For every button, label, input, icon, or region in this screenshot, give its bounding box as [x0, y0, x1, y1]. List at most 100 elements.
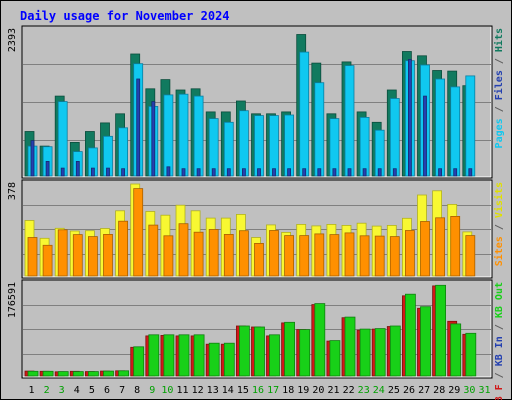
bar-kb-out-day-17	[269, 334, 280, 377]
x-tick-label-day-15: 15	[237, 385, 249, 396]
bar-pages-day-4	[75, 160, 80, 177]
x-tick-label-day-4: 4	[74, 385, 80, 396]
x-tick-label-day-19: 19	[297, 385, 309, 396]
x-tick-label-day-9: 9	[149, 385, 155, 396]
bar-kb-out-day-20	[314, 303, 326, 377]
legend-hits-files-pages: Pages / Files / Hits	[493, 28, 505, 148]
bar-kb-out-day-1	[27, 370, 39, 377]
x-tick-label-day-21: 21	[327, 385, 339, 396]
bar-sites-day-5	[88, 236, 98, 277]
legend-segment: Hits	[493, 28, 505, 52]
bar-sites-day-9	[148, 224, 159, 277]
bar-sites-day-23	[359, 235, 370, 277]
bar-sites-day-19	[299, 235, 310, 277]
bar-sites-day-3	[57, 229, 68, 277]
x-tick-label-day-26: 26	[403, 385, 415, 396]
bar-sites-day-18	[284, 235, 295, 277]
x-tick-label-day-7: 7	[119, 385, 125, 396]
bar-kb-out-day-25	[389, 325, 401, 377]
bar-kb-out-day-18	[284, 321, 296, 377]
bar-sites-day-17	[269, 230, 279, 277]
bar-files-day-12	[193, 95, 204, 177]
bar-kb-out-day-28	[435, 284, 447, 377]
legend-segment: KB In	[494, 336, 505, 366]
bar-pages-day-10	[166, 166, 171, 177]
x-tick-label-day-2: 2	[44, 385, 50, 396]
bar-pages-day-28	[438, 168, 443, 177]
x-tick-label-day-24: 24	[373, 385, 385, 396]
bar-kb-out-day-2	[42, 370, 54, 377]
bar-kb-out-day-19	[299, 329, 311, 377]
hits-panel-max-label: 2393	[7, 28, 18, 52]
legend-visits-sites: Sites / Visits	[493, 182, 505, 266]
x-tick-label-day-28: 28	[433, 385, 445, 396]
x-tick-label-day-8: 8	[134, 385, 140, 396]
legend-kbytes: KB F / KB In / KB Out	[494, 282, 505, 400]
bar-kb-out-day-10	[163, 334, 175, 377]
bar-pages-day-27	[423, 95, 427, 177]
bar-files-day-13	[208, 118, 219, 177]
bar-sites-day-20	[314, 233, 325, 277]
bar-kb-out-day-7	[118, 370, 129, 377]
bar-pages-day-16	[257, 168, 261, 177]
bar-kb-out-day-5	[88, 371, 99, 377]
bar-sites-day-29	[450, 215, 461, 277]
bar-sites-day-13	[208, 229, 219, 277]
bar-pages-day-20	[317, 168, 322, 177]
bar-kb-out-day-30	[465, 332, 477, 377]
bar-sites-day-26	[404, 230, 415, 277]
legend-segment: /	[494, 366, 505, 384]
bar-sites-day-16	[254, 242, 264, 277]
visits-panel-max-label: 378	[7, 182, 18, 200]
bar-files-day-23	[359, 117, 370, 177]
bar-kb-out-day-15	[238, 325, 250, 377]
bar-sites-day-2	[42, 244, 53, 277]
x-tick-label-day-30: 30	[463, 385, 475, 396]
bar-sites-day-22	[344, 232, 355, 277]
bar-kb-out-day-13	[208, 342, 220, 377]
legend-segment: Visits	[493, 182, 505, 218]
bar-sites-day-27	[420, 221, 430, 277]
bar-kb-out-day-22	[344, 316, 356, 377]
bar-kb-out-day-26	[404, 293, 416, 377]
bar-pages-day-3	[60, 167, 65, 177]
bar-kb-out-day-9	[148, 334, 160, 377]
x-tick-label-day-18: 18	[282, 385, 294, 396]
bar-files-day-18	[284, 114, 295, 177]
bar-pages-day-2	[45, 160, 50, 177]
legend-segment: Files	[493, 70, 505, 100]
bar-kb-out-day-6	[103, 370, 114, 377]
kbytes-panel-max-label: 176591	[7, 282, 18, 318]
chart-title: Daily usage for November 2024	[20, 9, 230, 23]
bar-sites-day-14	[223, 233, 234, 277]
x-tick-label-day-13: 13	[207, 385, 219, 396]
bar-kb-out-day-23	[359, 328, 371, 377]
bar-files-day-11	[178, 93, 189, 177]
bar-kb-out-day-11	[178, 334, 190, 377]
bar-files-day-10	[163, 94, 174, 177]
bar-pages-day-9	[151, 101, 156, 177]
bar-pages-day-26	[407, 59, 412, 177]
x-tick-label-day-31: 31	[478, 385, 490, 396]
legend-segment: /	[494, 218, 505, 236]
legend-segment: KB F	[494, 384, 505, 400]
bar-files-day-17	[269, 115, 279, 177]
bar-files-day-29	[450, 86, 461, 177]
x-tick-label-day-17: 17	[267, 385, 279, 396]
bar-files-day-22	[344, 65, 355, 177]
bar-pages-day-18	[287, 168, 292, 177]
bar-files-day-28	[435, 78, 446, 177]
x-tick-label-day-20: 20	[312, 385, 324, 396]
bar-kb-out-day-3	[57, 371, 69, 377]
bar-pages-day-14	[226, 168, 231, 177]
bar-sites-day-7	[118, 220, 128, 277]
bar-pages-day-24	[377, 168, 382, 177]
x-tick-label-day-11: 11	[176, 385, 188, 396]
bar-pages-day-17	[272, 168, 276, 177]
bar-kb-out-day-24	[374, 328, 386, 377]
x-tick-label-day-22: 22	[343, 385, 355, 396]
x-tick-label-day-10: 10	[161, 385, 173, 396]
bar-kb-out-day-8	[133, 346, 145, 377]
bar-files-day-25	[389, 98, 400, 177]
